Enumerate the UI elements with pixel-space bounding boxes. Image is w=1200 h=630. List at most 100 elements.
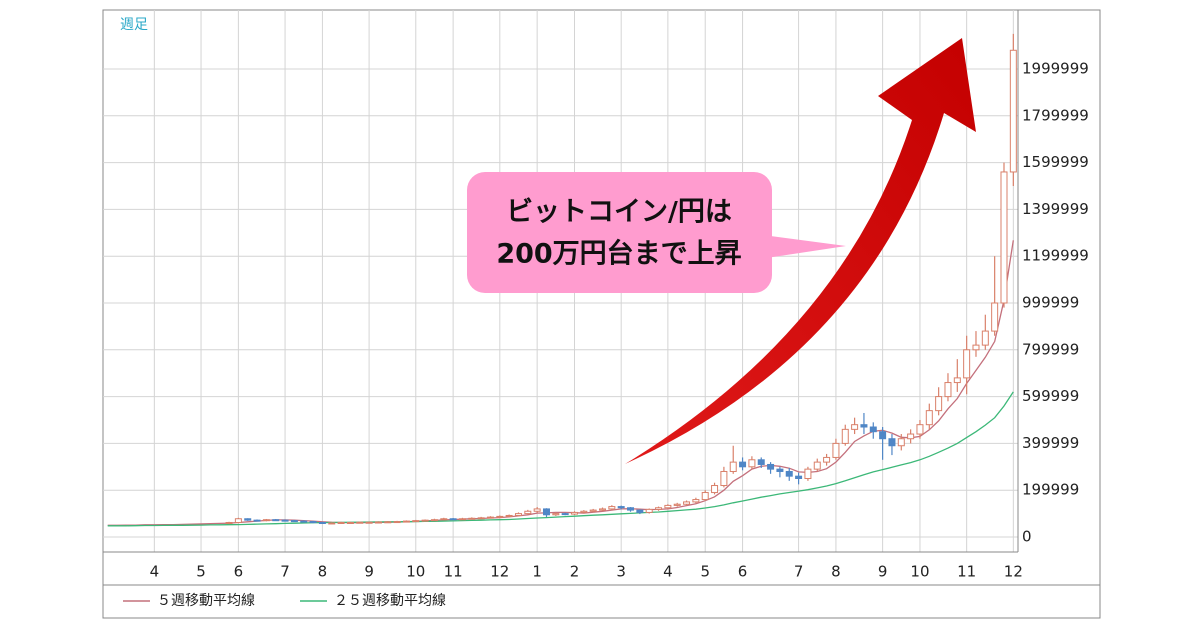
candle-body <box>589 509 597 512</box>
candle-body <box>767 463 775 470</box>
candle-body <box>458 518 466 521</box>
candle-body <box>272 519 280 522</box>
candle-body <box>645 508 653 513</box>
candle-body <box>981 330 989 346</box>
y-tick-label: 399999 <box>1022 434 1079 452</box>
candle-body <box>991 302 999 332</box>
x-tick-label: 11 <box>957 563 976 581</box>
candle-body <box>711 485 719 494</box>
candle-body <box>524 510 532 515</box>
x-tick-label: 4 <box>663 563 673 581</box>
candle-body <box>505 514 513 517</box>
y-tick-label: 199999 <box>1022 481 1079 499</box>
candle-body <box>496 515 504 518</box>
candle-body <box>514 513 522 516</box>
candle-body <box>944 382 952 398</box>
candle-body <box>318 521 326 524</box>
candle-body <box>542 508 550 516</box>
candle-body <box>664 504 672 509</box>
candle-body <box>925 410 933 426</box>
candle-body <box>561 513 569 516</box>
candle-body <box>683 501 691 505</box>
x-tick-label: 11 <box>444 563 463 581</box>
candle-body <box>356 521 364 524</box>
candle-body <box>953 377 961 384</box>
rise-arrow <box>625 38 976 464</box>
candle-body <box>1000 171 1008 304</box>
candle-body <box>776 468 784 472</box>
candle-body <box>748 459 756 468</box>
candle-body <box>421 519 429 522</box>
candle-body <box>477 517 485 520</box>
candle-body <box>449 518 457 521</box>
y-tick-label: 999999 <box>1022 294 1079 312</box>
x-tick-label: 7 <box>794 563 804 581</box>
x-tick-label: 6 <box>738 563 748 581</box>
candle-body <box>897 438 905 447</box>
candle-body <box>430 519 438 522</box>
y-tick-label: 1599999 <box>1022 153 1089 171</box>
candle-body <box>823 456 831 463</box>
candle-body <box>963 349 971 379</box>
x-tick-label: 10 <box>910 563 929 581</box>
x-tick-label: 6 <box>234 563 244 581</box>
candle-body <box>841 428 849 444</box>
x-tick-label: 9 <box>364 563 374 581</box>
candle-body <box>869 426 877 433</box>
candle-body <box>552 513 560 516</box>
x-tick-label: 10 <box>406 563 425 581</box>
y-tick-label: 1999999 <box>1022 60 1089 78</box>
candle-body <box>617 506 625 509</box>
candle-body <box>225 521 233 524</box>
candle-body <box>468 517 476 520</box>
x-tick-label: 12 <box>1004 563 1023 581</box>
candle-body <box>234 518 242 523</box>
y-tick-label: 1799999 <box>1022 106 1089 124</box>
candle-body <box>486 516 494 519</box>
candle-body <box>337 521 345 524</box>
candle-body <box>244 518 252 521</box>
candle-body <box>627 507 635 511</box>
candle-body <box>262 519 270 522</box>
candle-body <box>402 520 410 523</box>
candle-body <box>832 442 840 458</box>
candle-body <box>374 521 382 524</box>
candle-body <box>300 520 308 523</box>
candle-body <box>365 521 373 524</box>
candle-body <box>393 521 401 524</box>
x-tick-label: 2 <box>570 563 580 581</box>
y-tick-label: 799999 <box>1022 340 1079 358</box>
callout-box <box>467 172 772 293</box>
candle-body <box>795 475 803 480</box>
candle-body <box>692 499 700 503</box>
candle-body <box>972 344 980 351</box>
legend-label: ２５週移動平均線 <box>334 593 446 609</box>
candle-body <box>533 508 541 512</box>
candle-body <box>813 461 821 470</box>
candle-body <box>916 424 924 435</box>
candle-body <box>636 509 644 513</box>
candle-body <box>655 507 663 510</box>
candle-body <box>860 424 868 428</box>
moving-average-line <box>107 391 1014 527</box>
x-tick-label: 5 <box>700 563 710 581</box>
y-tick-label: 0 <box>1022 528 1032 546</box>
candle-body <box>729 461 737 472</box>
x-tick-label: 8 <box>831 563 841 581</box>
y-tick-label: 1199999 <box>1022 247 1089 265</box>
candle-body <box>739 461 747 468</box>
candle-body <box>281 519 289 522</box>
candle-body <box>888 438 896 447</box>
candle-body <box>608 506 616 510</box>
candle-body <box>907 433 915 440</box>
x-tick-label: 7 <box>280 563 290 581</box>
candle-body <box>785 470 793 477</box>
candle-body <box>720 470 728 487</box>
candle-body <box>290 520 298 523</box>
candle-body <box>673 503 681 506</box>
x-tick-label: 9 <box>878 563 888 581</box>
candle-body <box>440 518 448 521</box>
x-tick-label: 1 <box>532 563 542 581</box>
candle-body <box>571 511 579 515</box>
